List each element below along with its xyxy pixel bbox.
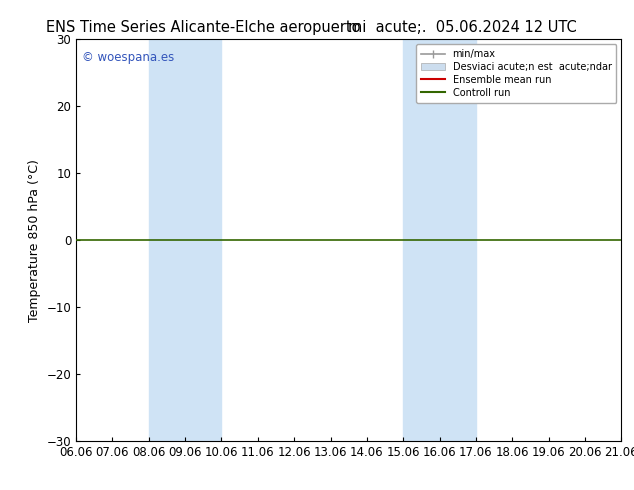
Text: ENS Time Series Alicante-Elche aeropuerto: ENS Time Series Alicante-Elche aeropuert… bbox=[46, 20, 360, 35]
Bar bbox=[403, 39, 476, 441]
Legend: min/max, Desviaci acute;n est  acute;ndar, Ensemble mean run, Controll run: min/max, Desviaci acute;n est acute;ndar… bbox=[416, 44, 616, 102]
Text: © woespana.es: © woespana.es bbox=[82, 51, 174, 64]
Y-axis label: Temperature 850 hPa (°C): Temperature 850 hPa (°C) bbox=[28, 159, 41, 321]
Text: mi  acute;.  05.06.2024 12 UTC: mi acute;. 05.06.2024 12 UTC bbox=[349, 20, 577, 35]
Bar bbox=[149, 39, 221, 441]
